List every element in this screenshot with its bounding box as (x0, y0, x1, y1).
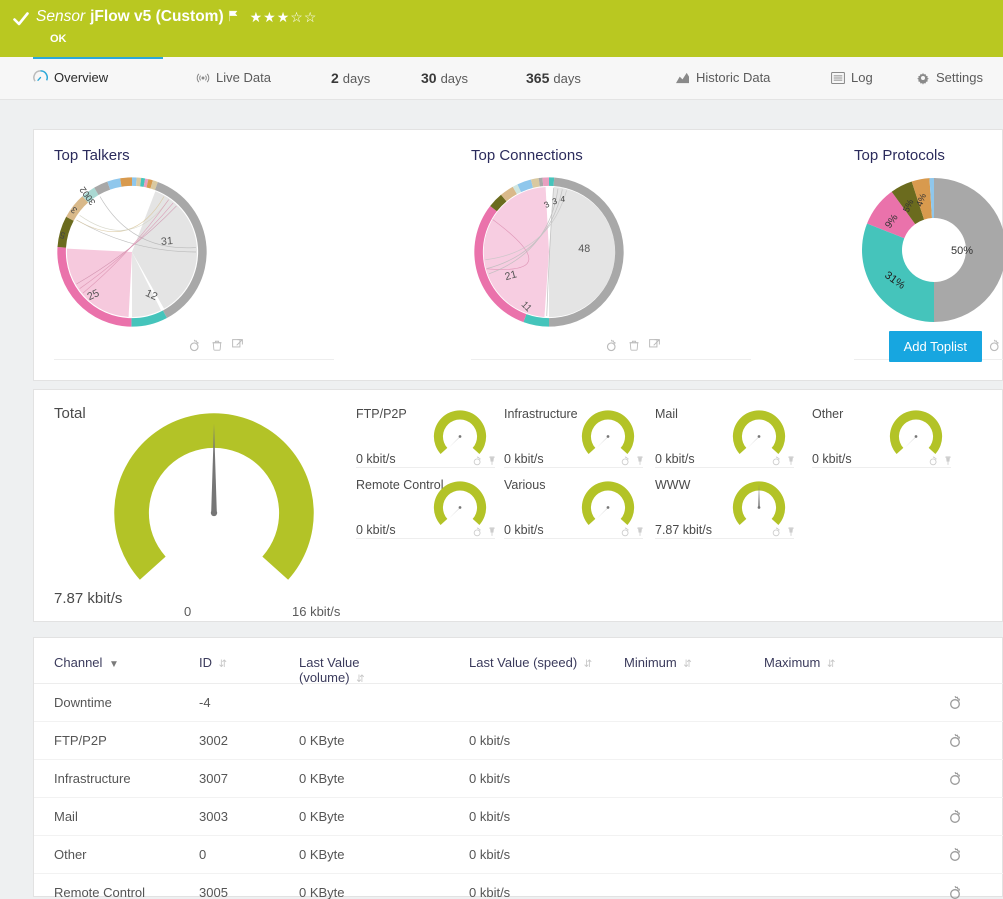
svg-text:31: 31 (161, 235, 174, 248)
svg-text:4: 4 (560, 194, 566, 204)
svg-text:48: 48 (578, 243, 590, 255)
svg-text:50%: 50% (951, 245, 973, 257)
